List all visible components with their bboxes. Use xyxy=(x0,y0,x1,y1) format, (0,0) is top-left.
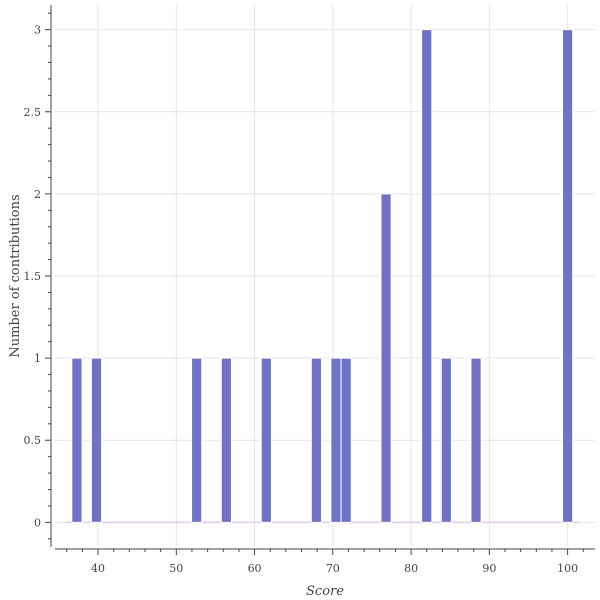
bar xyxy=(421,29,433,523)
bar xyxy=(90,357,103,523)
x-tick-label: 50 xyxy=(169,562,183,575)
y-axis: 0 0.5 1 1.5 2 2.5 3 xyxy=(24,5,52,547)
x-tick-label: 40 xyxy=(91,562,105,575)
y-tick-label: 0.5 xyxy=(24,434,42,447)
bar xyxy=(220,357,232,523)
bars xyxy=(71,29,574,523)
y-tick-label: 0 xyxy=(34,516,41,529)
bar xyxy=(260,357,272,523)
x-axis: 40 50 60 70 80 90 100 xyxy=(55,548,595,575)
y-tick-label: 3 xyxy=(34,24,41,37)
x-tick-label: 90 xyxy=(482,562,496,575)
x-tick-label: 70 xyxy=(326,562,340,575)
y-tick-label: 1.5 xyxy=(24,270,42,283)
y-tick-label: 2 xyxy=(34,188,41,201)
x-tick-label: 80 xyxy=(404,562,418,575)
bar xyxy=(440,357,452,523)
x-tick-label: 100 xyxy=(557,562,578,575)
bar xyxy=(71,357,83,523)
bar xyxy=(310,357,322,523)
bar xyxy=(470,357,482,523)
bar xyxy=(330,357,342,523)
bar xyxy=(562,29,574,523)
y-axis-title: Number of contributions xyxy=(8,194,23,357)
x-axis-title: Score xyxy=(306,584,344,599)
x-tick-label: 60 xyxy=(248,562,262,575)
bar xyxy=(380,193,392,523)
bar xyxy=(340,357,352,523)
y-tick-label: 1 xyxy=(34,352,41,365)
bar xyxy=(191,357,203,523)
y-tick-label: 2.5 xyxy=(24,106,42,119)
